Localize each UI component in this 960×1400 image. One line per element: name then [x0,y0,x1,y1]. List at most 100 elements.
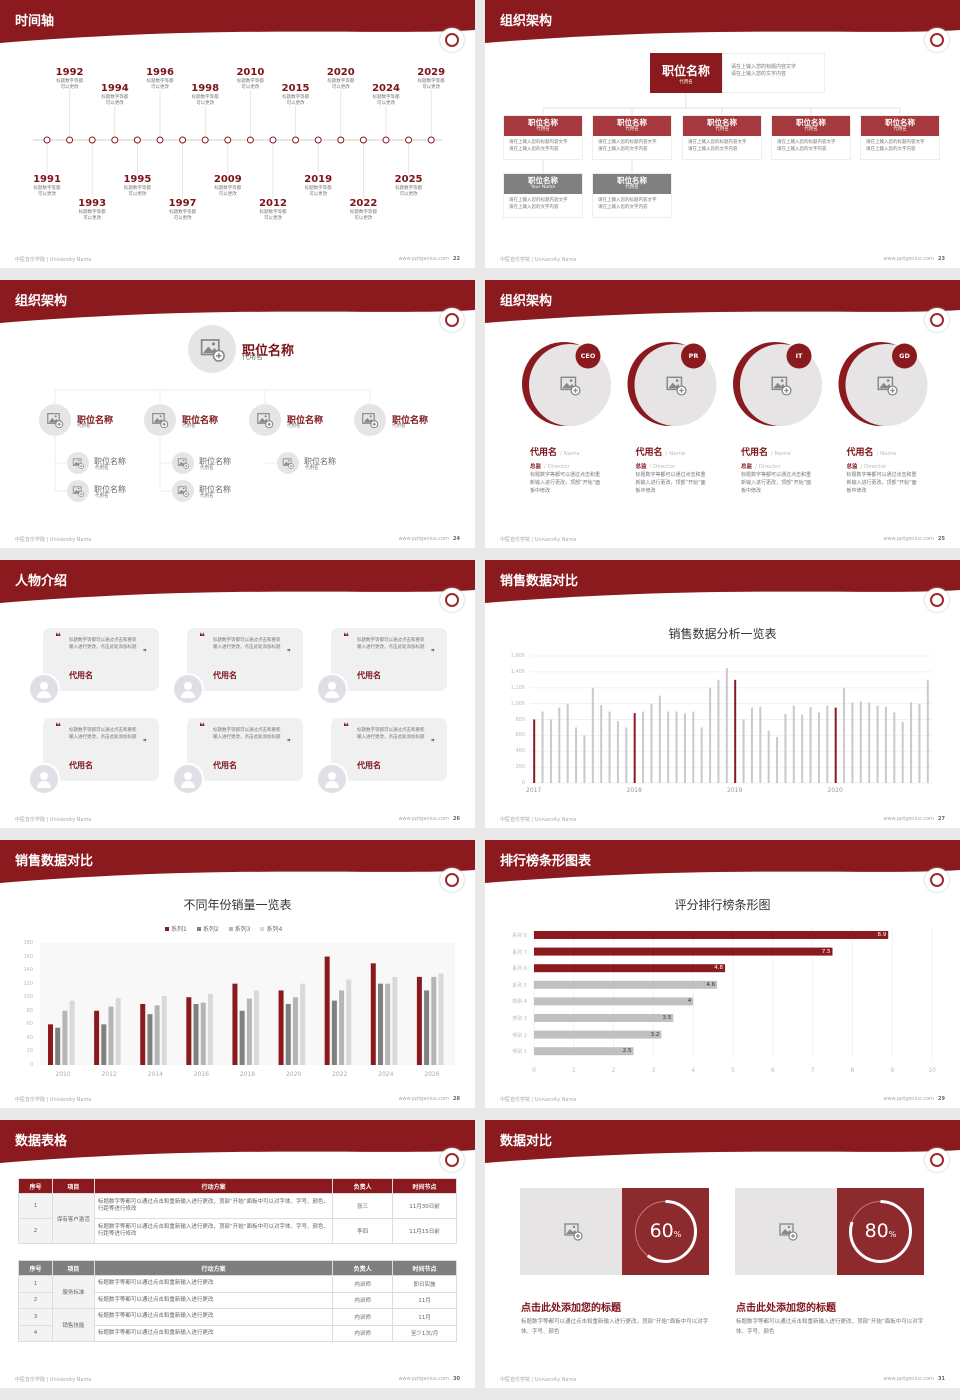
member-name-en: / Name [876,451,897,457]
data-label: 3.2 [650,1031,660,1038]
shape [678,388,684,393]
bar [55,1027,61,1065]
header-cell: 序号 [18,1178,53,1194]
category-label: 系列 5 [512,982,527,989]
quote-open-icon: ❝ [343,722,349,733]
footer-website: www.pptgenius.com [398,1096,450,1102]
user-icon-body [37,691,51,698]
card-title[interactable]: 点击此处添加您的标题 [521,1303,621,1314]
position-sub: 代用名 [392,424,406,429]
timeline-year: 2009 [213,174,242,185]
timeline-dot [292,136,300,144]
member-role: 总监 [635,464,647,470]
shape [779,1223,794,1236]
header-cell: 时间节点 [392,1178,457,1194]
badge-circle [575,343,601,369]
bar [339,990,345,1065]
header-wave [0,1120,475,1163]
top-position-desc: 请在上输入您的标题内容文字 请在上输入您的文字内容 [722,53,825,93]
shape [791,1234,795,1238]
timeline-year: 1992 [55,67,84,78]
slide-3: 组织架构 中医音乐学院 | University Name www.pptgeniu… [0,280,475,548]
header-cell: 项目 [51,1178,95,1194]
user-icon-body [325,781,339,788]
header-wave [0,280,475,323]
legend-swatch [196,927,201,931]
bar [254,990,260,1065]
timeline-year: 1996 [146,67,174,78]
quote-open-icon: ❝ [199,722,205,733]
position-desc: 请在上输入您的标题内容文字 请在上输入您的文字内容 [504,136,582,157]
timeline-text: 标题数字等都可以更改 [78,210,106,221]
testimonial-name: 代用名 [213,671,237,680]
footer-right: www.pptgenius.com 23 [883,256,945,262]
owner-cell: 张三 [332,1193,394,1219]
testimonial-card: ❝ 标题数字等都可以通过点击和重新输入进行更改，点击此处添加标题 ❞ 代用名 [187,718,303,781]
footer-right: www.pptgenius.com 22 [398,256,460,262]
page-number: 23 [938,256,945,262]
bar [324,956,330,1065]
shape [57,422,62,427]
shape [362,413,375,425]
y-tick-label: 180 [23,940,33,946]
timeline-text: 标题数字等都可以更改 [327,79,355,90]
timeline-year: 1993 [78,198,107,209]
team-circles [522,342,928,426]
shape [153,418,164,423]
bar [675,711,678,783]
testimonial-quote: 标题数字等都可以通过点击和重新输入进行更改，点击此处添加标题 [213,728,281,740]
shape [258,418,269,423]
bar [792,705,795,783]
card-title[interactable]: 点击此处添加您的标题 [736,1303,836,1314]
row-number: 1 [18,1193,53,1219]
university-logo-icon [440,28,464,52]
bar [901,721,904,783]
card-desc: 标题数字等都可以通过点击和重新输入进行更改，顶部“开始”面板中可以对字体、字号、… [521,1319,709,1335]
desc-line: 请在上输入您的文字内容 [688,146,738,152]
member-name-line: 代用名 / Name [530,440,580,459]
quote-close-icon: ❞ [287,648,291,656]
testimonial-card: ❝ 标题数字等都可以通过点击和重新输入进行更改，点击此处添加标题 ❞ 代用名 [331,628,447,691]
org-lines [39,325,386,502]
action-cell: 标题数字等都可以通过点击和重新输入进行更改 [93,1308,334,1326]
shape [566,1229,577,1234]
bar [868,702,871,783]
shape [200,338,220,356]
user-icon-body [181,691,195,698]
position-desc: 请在上输入您的标题内容文字 请在上输入您的文字内容 [683,136,761,157]
desc-line: 请在上输入您的文字内容 [509,146,559,152]
member-name-line: 代用名 / Name [847,440,897,459]
quote-close-icon: ❞ [143,738,147,746]
timeline-text: 标题数字等都可以更改 [395,186,423,197]
x-tick-label: 2022 [332,1071,348,1078]
shape [77,487,80,490]
image-placeholder-icon [72,486,84,497]
table-row: 1 服务标准 标题数字等都可以通过点击和重新输入进行更改 内训师 即日实施 [18,1275,457,1309]
position-sub: 代用名 [200,494,214,499]
y-tick-label: 40 [26,1034,33,1041]
footer-university: 中医音乐学院 | University Name [500,817,577,823]
connector-lines [54,389,371,492]
shape [178,461,186,465]
shape [264,415,267,418]
shape [267,422,272,427]
y-tick-label: 160 [23,953,33,960]
org-lines [542,93,901,173]
header-banner [0,840,475,883]
footer-website: www.pptgenius.com [883,1376,935,1382]
quote-open-icon: ❝ [343,632,349,643]
timeline-text: 标题数字等都可以更改 [191,95,219,106]
user-icon-body [37,781,51,788]
position-title: 职位名称 [528,176,558,185]
y-tick-label: 100 [23,994,33,1001]
owner-cell: 内训师 [332,1324,394,1342]
position-title: 职位名称 [661,64,710,78]
data-label: 4 [687,998,692,1005]
bar [826,705,829,783]
timeline-text: 标题数字等都可以更改 [169,210,197,221]
bar [926,679,929,783]
bar [292,997,298,1065]
position-desc: 请在上输入您的标题内容文字 请在上输入您的文字内容 [861,136,939,157]
shape [47,413,60,425]
data-label: 2.5 [622,1048,632,1055]
